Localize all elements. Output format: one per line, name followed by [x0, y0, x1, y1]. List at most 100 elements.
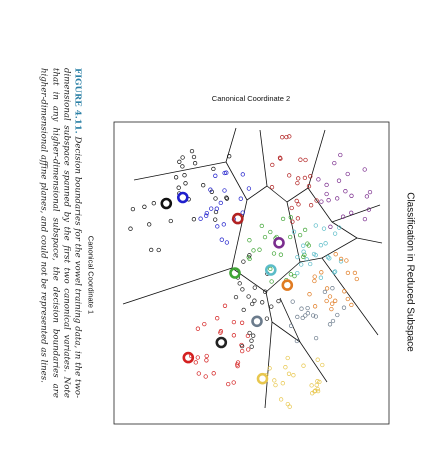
data-point	[337, 225, 342, 230]
data-point	[278, 252, 284, 257]
data-point	[309, 383, 314, 388]
data-point	[295, 180, 300, 186]
data-point	[173, 175, 179, 180]
data-point	[215, 316, 220, 321]
data-point	[364, 194, 370, 199]
data-point	[251, 333, 256, 338]
data-point	[280, 216, 286, 222]
data-point	[345, 296, 350, 302]
data-point	[219, 237, 224, 242]
data-point	[221, 222, 226, 227]
data-point	[276, 298, 281, 304]
data-point	[241, 259, 246, 264]
data-point	[317, 379, 322, 385]
data-point	[195, 326, 201, 331]
data-point	[318, 243, 324, 248]
boundary-line	[286, 187, 309, 203]
data-point	[288, 272, 294, 277]
data-point	[252, 285, 257, 290]
data-point	[332, 270, 337, 275]
data-point	[316, 177, 321, 182]
centroid-marker	[182, 351, 195, 364]
data-point	[327, 294, 333, 299]
data-point	[151, 201, 156, 206]
data-point	[311, 251, 317, 257]
data-point	[250, 301, 255, 307]
data-point	[318, 275, 324, 280]
boundary-line	[307, 187, 333, 223]
centroid-marker	[160, 197, 173, 210]
boundary-line	[225, 161, 248, 201]
data-point	[177, 159, 182, 164]
data-point	[294, 338, 300, 344]
data-point	[338, 152, 343, 158]
boundary-line	[133, 161, 227, 181]
data-point	[203, 374, 208, 379]
data-point	[218, 200, 223, 206]
data-point	[213, 173, 218, 178]
data-point	[324, 298, 329, 304]
data-point	[215, 224, 220, 229]
data-point	[262, 289, 268, 294]
data-point	[262, 234, 268, 240]
data-point	[310, 391, 315, 396]
data-point	[303, 157, 308, 163]
data-point	[227, 154, 232, 159]
data-point	[224, 195, 229, 200]
boundary-line	[279, 297, 301, 343]
data-point	[238, 196, 243, 201]
boundary-line	[299, 341, 328, 383]
data-point	[222, 170, 227, 176]
data-point	[320, 362, 325, 368]
y-axis-label: Canonical Coordinate 2	[212, 94, 290, 103]
data-point	[252, 298, 257, 303]
data-points	[128, 134, 373, 409]
data-point	[269, 185, 275, 190]
data-point	[241, 307, 246, 313]
data-point	[340, 214, 346, 219]
data-point	[268, 266, 273, 272]
data-point	[246, 294, 251, 299]
data-point	[345, 171, 350, 177]
data-point	[270, 162, 275, 168]
data-point	[301, 363, 306, 368]
data-point	[213, 196, 218, 201]
data-point	[328, 224, 333, 229]
data-point	[362, 167, 367, 172]
centroid-marker	[229, 267, 241, 279]
data-point	[204, 358, 209, 363]
data-point	[327, 256, 332, 261]
data-point	[247, 238, 252, 243]
data-point	[338, 256, 344, 262]
data-point	[322, 289, 328, 295]
data-point	[246, 255, 251, 260]
data-point	[287, 134, 292, 139]
data-point	[299, 306, 304, 311]
data-point	[198, 216, 203, 221]
data-point	[240, 172, 245, 177]
centroid-marker	[256, 372, 269, 385]
data-point	[354, 276, 359, 282]
data-point	[308, 261, 313, 267]
boundary-line	[266, 185, 288, 203]
data-point	[366, 207, 372, 212]
data-point	[325, 255, 331, 260]
data-point	[324, 182, 329, 188]
data-point	[307, 292, 312, 297]
data-point	[333, 298, 338, 303]
data-point	[130, 206, 136, 212]
data-point	[314, 198, 319, 203]
data-point	[285, 401, 290, 407]
data-point	[218, 329, 224, 334]
boundary-line	[231, 199, 248, 269]
data-point	[204, 353, 209, 359]
data-point	[208, 187, 213, 192]
data-point	[269, 279, 274, 284]
data-point	[291, 373, 296, 378]
data-point	[147, 222, 152, 227]
data-point	[324, 191, 329, 197]
data-point	[291, 229, 297, 234]
data-point	[367, 189, 373, 195]
boundary-line	[321, 237, 358, 259]
